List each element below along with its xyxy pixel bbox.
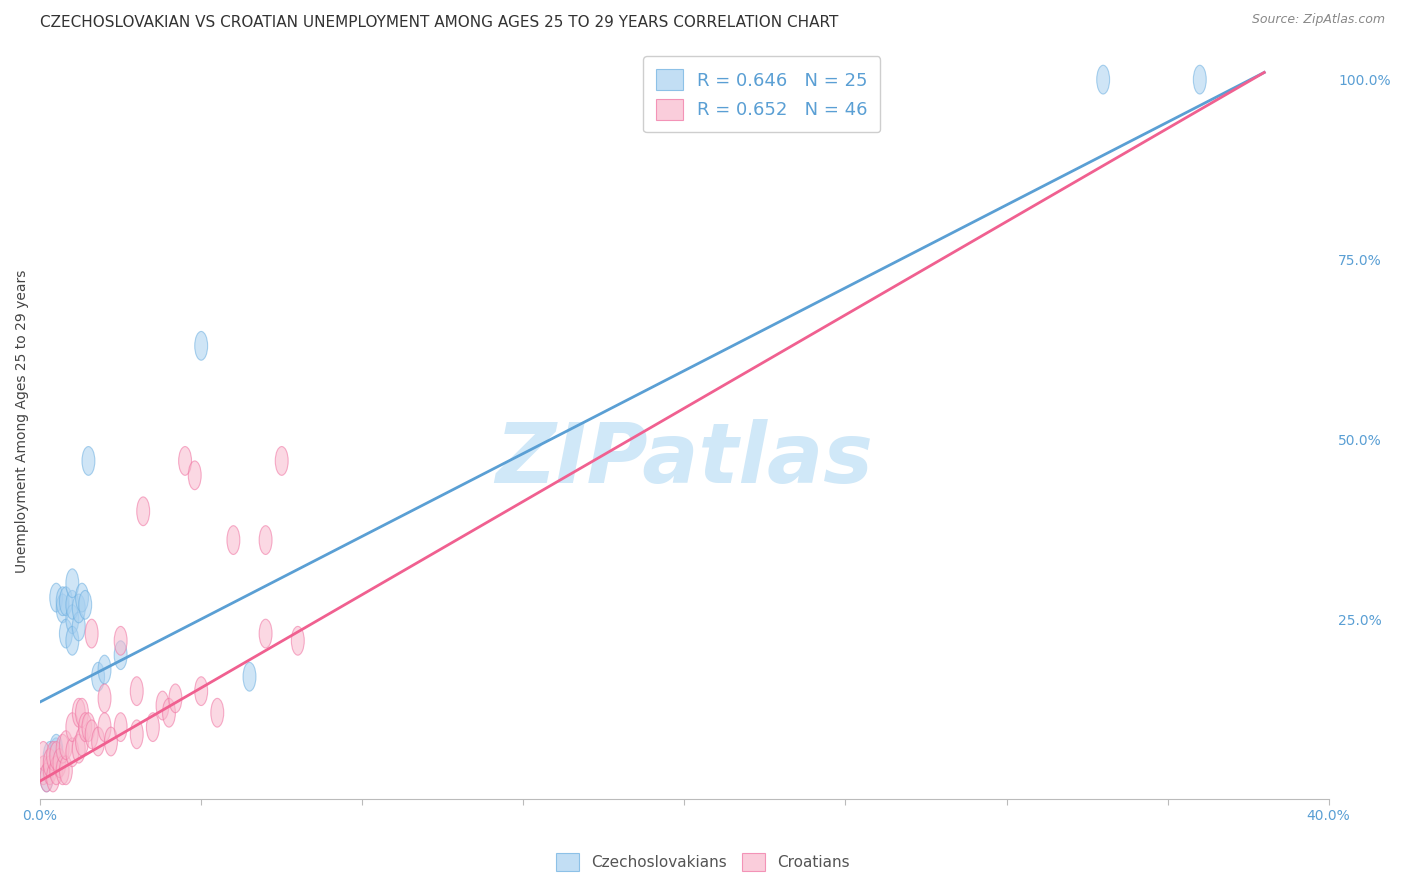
Ellipse shape [76, 698, 89, 727]
Ellipse shape [114, 626, 127, 656]
Ellipse shape [1194, 65, 1206, 94]
Ellipse shape [98, 713, 111, 741]
Text: ZIPatlas: ZIPatlas [495, 418, 873, 500]
Ellipse shape [66, 605, 79, 633]
Ellipse shape [259, 619, 271, 648]
Ellipse shape [49, 756, 63, 785]
Ellipse shape [91, 663, 104, 691]
Ellipse shape [86, 619, 98, 648]
Ellipse shape [82, 713, 94, 741]
Ellipse shape [66, 713, 79, 741]
Ellipse shape [72, 734, 86, 763]
Ellipse shape [86, 720, 98, 748]
Ellipse shape [98, 656, 111, 684]
Ellipse shape [56, 587, 69, 615]
Ellipse shape [66, 591, 79, 619]
Ellipse shape [169, 684, 181, 713]
Ellipse shape [46, 763, 59, 792]
Ellipse shape [66, 738, 79, 767]
Ellipse shape [37, 756, 49, 785]
Ellipse shape [44, 748, 56, 778]
Ellipse shape [79, 713, 91, 741]
Ellipse shape [49, 583, 63, 612]
Ellipse shape [59, 619, 72, 648]
Ellipse shape [41, 763, 53, 792]
Ellipse shape [243, 663, 256, 691]
Ellipse shape [72, 612, 86, 640]
Ellipse shape [156, 691, 169, 720]
Ellipse shape [259, 525, 271, 555]
Ellipse shape [66, 626, 79, 656]
Ellipse shape [66, 569, 79, 598]
Ellipse shape [91, 727, 104, 756]
Ellipse shape [179, 447, 191, 475]
Ellipse shape [49, 741, 63, 771]
Ellipse shape [46, 741, 59, 771]
Ellipse shape [44, 741, 56, 771]
Ellipse shape [276, 447, 288, 475]
Ellipse shape [104, 727, 118, 756]
Legend: Czechoslovakians, Croatians: Czechoslovakians, Croatians [547, 844, 859, 880]
Ellipse shape [98, 684, 111, 713]
Legend: R = 0.646   N = 25, R = 0.652   N = 46: R = 0.646 N = 25, R = 0.652 N = 46 [643, 56, 880, 133]
Ellipse shape [188, 461, 201, 490]
Ellipse shape [59, 731, 72, 759]
Ellipse shape [211, 698, 224, 727]
Ellipse shape [114, 713, 127, 741]
Ellipse shape [72, 594, 86, 623]
Ellipse shape [226, 525, 240, 555]
Ellipse shape [49, 738, 63, 767]
Ellipse shape [59, 587, 72, 615]
Ellipse shape [195, 332, 208, 360]
Ellipse shape [131, 720, 143, 748]
Text: Source: ZipAtlas.com: Source: ZipAtlas.com [1251, 13, 1385, 27]
Ellipse shape [195, 677, 208, 706]
Ellipse shape [59, 756, 72, 785]
Ellipse shape [291, 626, 304, 656]
Ellipse shape [49, 734, 63, 763]
Ellipse shape [41, 763, 53, 792]
Ellipse shape [163, 698, 176, 727]
Ellipse shape [76, 583, 89, 612]
Ellipse shape [136, 497, 149, 525]
Ellipse shape [82, 447, 94, 475]
Ellipse shape [56, 594, 69, 623]
Ellipse shape [72, 698, 86, 727]
Ellipse shape [1097, 65, 1109, 94]
Ellipse shape [56, 756, 69, 785]
Ellipse shape [37, 741, 49, 771]
Ellipse shape [146, 713, 159, 741]
Ellipse shape [44, 756, 56, 785]
Y-axis label: Unemployment Among Ages 25 to 29 years: Unemployment Among Ages 25 to 29 years [15, 269, 30, 573]
Ellipse shape [76, 727, 89, 756]
Ellipse shape [131, 677, 143, 706]
Ellipse shape [79, 591, 91, 619]
Text: CZECHOSLOVAKIAN VS CROATIAN UNEMPLOYMENT AMONG AGES 25 TO 29 YEARS CORRELATION C: CZECHOSLOVAKIAN VS CROATIAN UNEMPLOYMENT… [41, 15, 838, 30]
Ellipse shape [53, 748, 66, 778]
Ellipse shape [114, 640, 127, 670]
Ellipse shape [56, 734, 69, 763]
